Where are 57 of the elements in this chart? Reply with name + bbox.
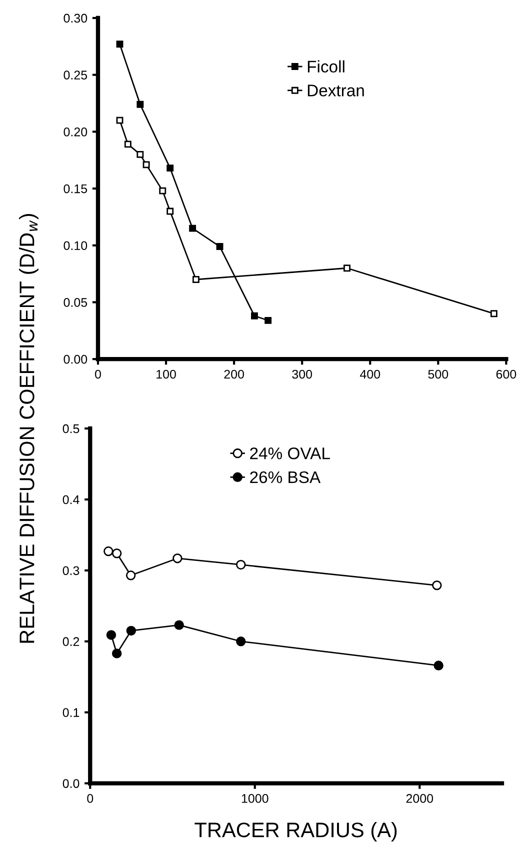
point	[250, 312, 258, 320]
point	[126, 570, 136, 580]
point	[192, 276, 200, 283]
point	[490, 310, 498, 318]
x-tick-label: 500	[428, 370, 448, 379]
point	[236, 636, 246, 646]
y-tick-label: 0.5	[62, 424, 80, 434]
y-tick-label: 0.4	[62, 495, 80, 504]
y-axis-title: RELATIVE DIFFUSION COEFFICIENT (D/D$_{w}$)	[19, 214, 38, 643]
point	[112, 548, 122, 558]
x-tick-label: 600	[496, 370, 516, 379]
point	[432, 580, 442, 590]
y-tick-label: 0.25	[64, 70, 88, 80]
legend-label: Ficoll	[308, 60, 344, 73]
y-tick-label: 0.15	[64, 184, 88, 194]
y-tick-label: 0.20	[64, 127, 88, 136]
legend-label: 26% BSA	[250, 471, 321, 484]
point	[136, 150, 144, 158]
point	[116, 116, 124, 124]
y-tick-label: 0.3	[62, 566, 80, 576]
point	[126, 626, 136, 636]
point	[174, 620, 184, 630]
point	[236, 560, 246, 570]
x-tick-label: 0	[87, 794, 94, 803]
y-tick-label: 0.30	[64, 14, 88, 23]
x-tick-label: 0	[95, 370, 101, 379]
x-tick-label: 300	[292, 370, 312, 379]
point	[112, 648, 122, 658]
point	[434, 660, 444, 670]
y-tick-label: 0.0	[62, 779, 80, 788]
point	[124, 140, 132, 148]
point	[344, 264, 350, 272]
y-tick-label: 0.00	[64, 354, 88, 364]
x-tick-label: 200	[224, 370, 244, 379]
point	[159, 187, 166, 194]
x-tick-label: 100	[156, 370, 176, 379]
point	[104, 546, 114, 556]
y-tick-label: 0.05	[64, 298, 88, 307]
point	[106, 630, 116, 640]
legend-label: Dextran	[308, 84, 364, 96]
point	[142, 161, 150, 168]
point	[166, 164, 174, 172]
x-tick-label: 2000	[406, 794, 434, 803]
point	[136, 100, 144, 108]
x-tick-label: 400	[360, 370, 380, 379]
x-tick-label: 1000	[242, 794, 268, 803]
point	[172, 553, 182, 564]
y-tick-label: 0.1	[62, 708, 80, 717]
point	[264, 316, 272, 324]
y-tick-label: 0.2	[62, 637, 80, 646]
legend-label: 24% OVAL	[250, 447, 330, 460]
point	[166, 208, 174, 215]
point	[116, 40, 124, 48]
y-tick-label: 0.10	[64, 241, 88, 250]
point	[216, 243, 224, 250]
x-axis-title: TRACER RADIUS (A)	[194, 822, 397, 842]
point	[189, 224, 196, 232]
